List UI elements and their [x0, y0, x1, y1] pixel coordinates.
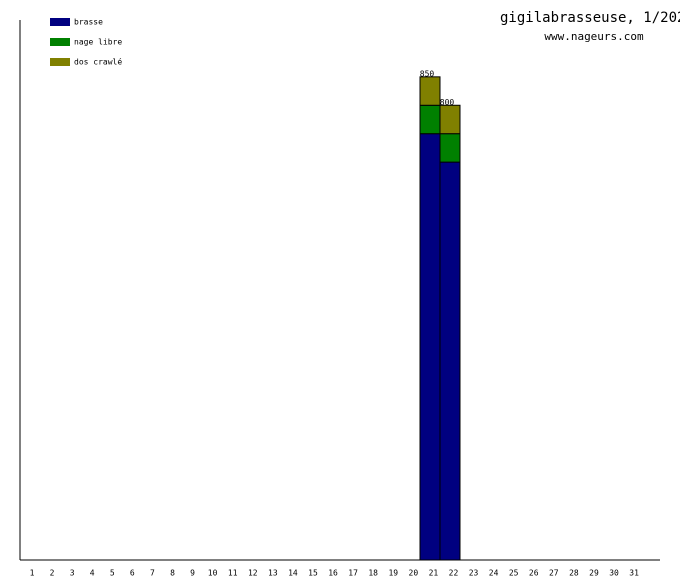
x-tick-label: 19: [388, 569, 398, 578]
bar-segment: [419, 133, 441, 561]
x-tick-label: 18: [368, 569, 378, 578]
x-tick-label: 6: [130, 569, 135, 578]
x-tick-label: 27: [549, 569, 559, 578]
bar-total-label: 850: [420, 69, 435, 78]
bar-segment: [439, 161, 461, 561]
x-tick-label: 28: [569, 569, 579, 578]
legend-label: brasse: [74, 18, 103, 27]
bar-segment: [439, 133, 461, 163]
x-tick-label: 20: [409, 569, 419, 578]
x-tick-label: 11: [228, 569, 238, 578]
legend-swatch: [50, 18, 70, 26]
x-tick-label: 21: [429, 569, 439, 578]
legend-label: dos crawlé: [74, 57, 122, 67]
bar-segment: [439, 104, 461, 135]
chart-title: gigilabrasseuse, 1/2026: [500, 10, 680, 26]
x-tick-label: 10: [208, 569, 218, 578]
x-tick-label: 26: [529, 569, 539, 578]
x-tick-label: 3: [70, 569, 75, 578]
x-tick-label: 31: [629, 569, 639, 578]
x-tick-label: 8: [170, 569, 175, 578]
bar-segment: [419, 76, 441, 106]
x-tick-label: 15: [308, 569, 318, 578]
x-tick-label: 29: [589, 569, 599, 578]
x-tick-label: 2: [50, 569, 55, 578]
x-tick-label: 7: [150, 569, 155, 578]
x-tick-label: 13: [268, 569, 278, 578]
chart-subtitle: www.nageurs.com: [544, 30, 644, 43]
x-tick-label: 9: [190, 569, 195, 578]
x-tick-label: 1: [30, 569, 35, 578]
x-tick-label: 16: [328, 569, 338, 578]
x-tick-label: 17: [348, 569, 358, 578]
x-tick-label: 14: [288, 569, 298, 578]
x-tick-label: 5: [110, 569, 115, 578]
legend-label: nage libre: [74, 38, 122, 47]
x-tick-label: 4: [90, 569, 95, 578]
x-tick-label: 22: [449, 569, 459, 578]
x-tick-label: 24: [489, 569, 499, 578]
x-tick-label: 23: [469, 569, 479, 578]
x-tick-label: 25: [509, 569, 519, 578]
x-tick-label: 30: [609, 569, 619, 578]
bar-total-label: 800: [440, 98, 455, 107]
legend-swatch: [50, 38, 70, 46]
x-tick-label: 12: [248, 569, 258, 578]
bar-segment: [419, 104, 441, 135]
legend-swatch: [50, 58, 70, 66]
